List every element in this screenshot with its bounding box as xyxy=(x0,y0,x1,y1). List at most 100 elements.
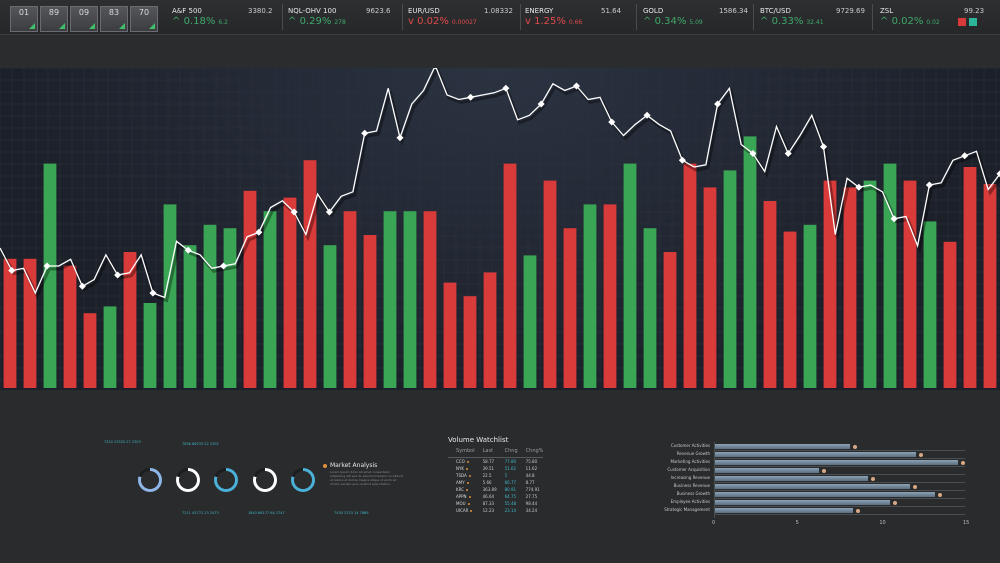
up-arrow-icon xyxy=(59,23,65,29)
table-row[interactable]: KRC 363.89 80.91 774.91 xyxy=(448,486,543,493)
ticker-energy[interactable]: ENERGY 51.64 v 1.25% 0.66 xyxy=(525,2,621,32)
donut-ring xyxy=(214,468,238,492)
ticker-price: 99.23 xyxy=(964,7,985,15)
chart-bar xyxy=(663,252,677,388)
donut-ring xyxy=(176,468,200,492)
ticker-zsl[interactable]: ZSL 99.23 ^ 0.02% 0.02 xyxy=(880,2,992,32)
chart-bar xyxy=(714,492,935,497)
cell-chgp: 8.77 xyxy=(525,480,535,485)
bar-end-marker xyxy=(961,460,966,465)
chart-bar xyxy=(563,228,577,388)
donut-ring xyxy=(253,468,277,492)
bullet-icon xyxy=(470,510,473,512)
ring-label: 7211 45771 23 2473 xyxy=(182,511,219,515)
ring-label: 7430 3723 14 7869 xyxy=(334,511,369,515)
chart-bar xyxy=(983,184,997,388)
donut-ring xyxy=(138,468,162,492)
table-row[interactable]: UICAR 12.23 23.14 34.24 xyxy=(448,507,543,514)
chart-bar xyxy=(283,197,297,388)
bar-line-chart xyxy=(0,68,1000,390)
price-line xyxy=(0,68,1000,299)
line-marker xyxy=(290,208,298,216)
ticker-a-f-500[interactable]: A&F 500 3380.2 ^ 0.18% 6.2 xyxy=(172,2,273,32)
cell-chg: 51.62 xyxy=(504,466,517,471)
line-marker xyxy=(8,266,16,275)
up-arrow-icon xyxy=(89,23,95,29)
table-row[interactable]: TSDA 22.5 5 44.8 xyxy=(448,472,543,479)
chart-bar xyxy=(43,163,57,388)
market-analysis-title: Market Analysis xyxy=(330,462,378,469)
line-marker xyxy=(78,282,86,290)
ticker-nql-ohv-100[interactable]: NQL-OHV 100 9623.6 ^ 0.29% 278 xyxy=(288,2,391,32)
cell-sym: KRC xyxy=(448,486,475,493)
column-header[interactable]: Chng xyxy=(496,446,518,458)
column-header[interactable]: Last xyxy=(474,446,497,458)
line-marker xyxy=(361,129,369,137)
divider xyxy=(753,4,754,30)
thumbnail-2[interactable]: 89 xyxy=(40,6,68,32)
ticker-change: ^ 0.29% 278 xyxy=(288,16,346,27)
ticker-change: v 1.25% 0.66 xyxy=(525,16,582,27)
cell-chg: 55.48 xyxy=(504,501,517,506)
row-rule xyxy=(714,497,965,498)
chart-bar xyxy=(483,272,497,388)
thumbnail-3[interactable]: 09 xyxy=(70,6,98,32)
chart-bar xyxy=(403,211,417,388)
bar-label: Increasing Revenue xyxy=(670,475,710,480)
up-arrow-icon xyxy=(149,23,155,29)
chart-bar xyxy=(463,296,477,388)
horizontal-bar-chart: Customer Activities Revenue Growth Marketi… xyxy=(630,390,1000,563)
bar-label: Customer Activities xyxy=(671,443,710,448)
cell-chg: 66.77 xyxy=(504,480,517,485)
chart-bar xyxy=(643,228,657,388)
bar-end-marker xyxy=(919,452,924,457)
line-marker xyxy=(502,84,510,92)
bar-label: Employee Activities xyxy=(670,499,710,504)
thumbnail-4[interactable]: 83 xyxy=(100,6,128,32)
ticker-change-abs: 5.09 xyxy=(689,19,703,26)
row-rule xyxy=(714,457,965,458)
volume-watchlist: Volume Watchlist Symbol Last Chng Chng% CCO… xyxy=(448,436,638,514)
table-row[interactable]: MOU 87.33 55.48 98.44 xyxy=(448,500,543,507)
chart-bar xyxy=(723,170,737,388)
chart-bar xyxy=(503,163,517,388)
ticker-name: A&F 500 xyxy=(172,7,202,15)
line-marker xyxy=(537,100,545,108)
ticker-change: ^ 0.02% 0.02 xyxy=(880,16,940,27)
table-row[interactable]: NYK 39.51 51.62 11.62 xyxy=(448,465,543,472)
ticker-gold[interactable]: GOLD 1586.34 ^ 0.34% 5.09 xyxy=(643,2,748,32)
column-header[interactable]: Symbol xyxy=(448,446,475,458)
chart-bar xyxy=(863,180,877,388)
chart-bar xyxy=(203,224,217,388)
line-marker xyxy=(43,262,51,270)
ticker-name: NQL-OHV 100 xyxy=(288,7,337,15)
ticker-price: 1586.34 xyxy=(719,7,748,15)
ticker-bar: 01 89 09 83 70 A&F 500 3380.2 ^ 0.18% 6.2… xyxy=(0,0,1000,35)
thumbnail-1[interactable]: 01 xyxy=(10,6,38,32)
ticker-btc-usd[interactable]: BTC/USD 9729.69 ^ 0.33% 32.41 xyxy=(760,2,868,32)
row-rule xyxy=(714,481,965,482)
chart-bar xyxy=(83,313,97,388)
cell-chg: 77.80 xyxy=(504,459,517,464)
ring-label: 7856 86233 22 2302 xyxy=(182,442,219,446)
thumbnail-5[interactable]: 70 xyxy=(130,6,158,32)
down-arrow-icon: v xyxy=(408,16,418,27)
chart-bar xyxy=(343,211,357,388)
ticker-change: ^ 0.33% 32.41 xyxy=(760,16,824,27)
ticker-change-abs: 32.41 xyxy=(806,19,824,26)
bottom-panel: 7310 23525 27 2303 7856 86233 22 2302 7211… xyxy=(0,390,1000,563)
ticker-change-pct: 0.18% xyxy=(183,16,216,27)
column-header[interactable]: Chng% xyxy=(517,446,544,458)
line-marker xyxy=(149,289,157,297)
table-row[interactable]: APPN 46.64 64.75 27.75 xyxy=(448,493,543,500)
table-row[interactable]: CCO 58.77 77.80 75.80 xyxy=(448,458,543,466)
cell-sym: MOU xyxy=(448,500,475,507)
cell-chg: 23.14 xyxy=(504,508,517,513)
ticker-eur-usd[interactable]: EUR/USD 1.08332 v 0.02% 0.00027 xyxy=(408,2,513,32)
x-tick-label: 10 xyxy=(879,520,886,526)
cell-last: 87.33 xyxy=(482,501,495,506)
table-row[interactable]: AMY 5.66 66.77 8.77 xyxy=(448,479,543,486)
ticker-change-pct: 1.25% xyxy=(534,16,566,27)
ticker-name: GOLD xyxy=(643,7,664,15)
bar-label: Marketing Activities xyxy=(670,459,710,464)
